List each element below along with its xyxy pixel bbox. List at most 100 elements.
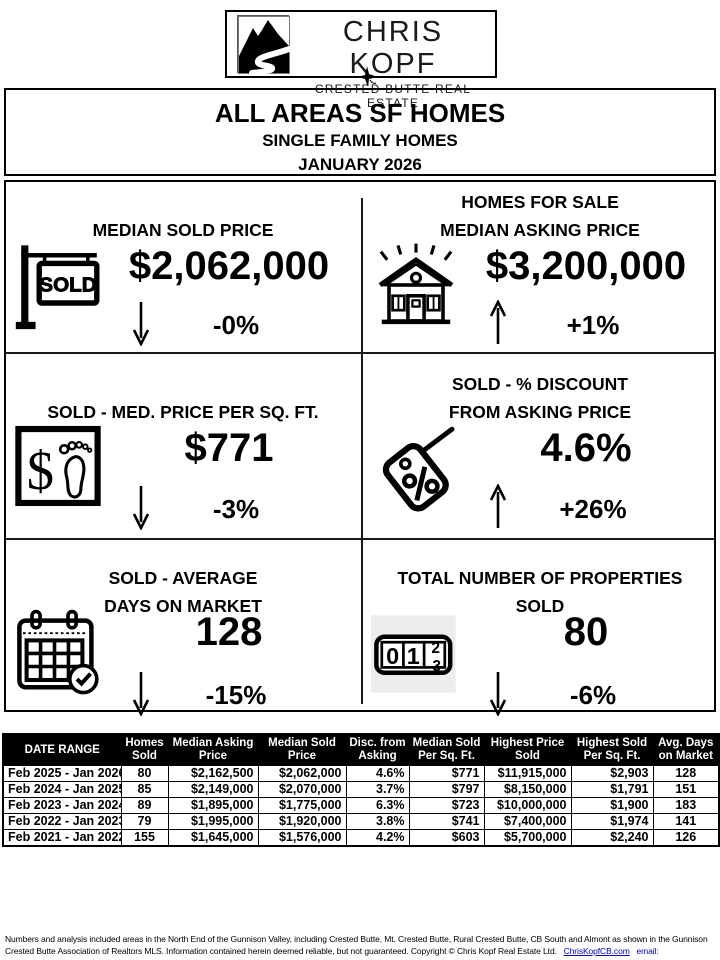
website-link[interactable]: ChrisKopfCB.com [563,946,630,956]
report-month: JANUARY 2026 [298,155,422,174]
svg-text:3: 3 [432,658,441,675]
page-subtitle: SINGLE FAMILY HOMES [262,131,458,150]
stat-title: MEDIAN ASKING PRICE [440,220,640,240]
table-cell: $2,070,000 [257,781,347,798]
sold-sign-icon: SOLD [14,236,104,334]
table-body: Feb 2025 - Jan 2026 80 $2,162,500 $2,062,00… [2,765,720,847]
stat-change: -15% [205,680,267,710]
table-row: Feb 2024 - Jan 2025 85 $2,149,000 $2,070,00… [2,781,720,798]
table-cell: 4.2% [345,829,410,847]
price-tag-percent-icon [371,418,461,516]
logo: CHRIS KOPF CRESTED BUTTE REAL ESTATE [225,10,497,110]
stat-title: HOMES FOR SALE [461,192,619,212]
column-header: Homes Sold [120,733,169,766]
table-cell: 80 [120,765,169,782]
table-cell: $723 [408,797,485,814]
mountain-road-logo-icon [237,15,290,74]
table-cell: $2,149,000 [167,781,259,798]
stat-title: SOLD [515,596,565,616]
table-cell: 4.6% [345,765,410,782]
column-header: DATE RANGE [2,733,122,766]
table-cell: $2,162,500 [167,765,259,782]
table-header-row: DATE RANGE Homes Sold Median Asking Price Med… [2,733,720,766]
table-cell: Feb 2025 - Jan 2026 [2,765,122,782]
table-cell: Feb 2021 - Jan 2022 [2,829,122,847]
table-cell: 3.7% [345,781,410,798]
stat-value: $2,062,000 [128,244,330,288]
table-cell: 126 [652,829,720,847]
footer-disclaimer: Numbers and analysis included areas in t… [5,933,717,960]
stat-title: SOLD - MED. PRICE PER SQ. FT. [47,402,319,422]
table-cell: $1,775,000 [257,797,347,814]
table-cell: 89 [120,797,169,814]
column-header: Disc. from Asking [345,733,410,766]
logo-name: CHRIS KOPF [342,16,444,80]
table-cell: $1,791 [570,781,654,798]
table-cell: Feb 2022 - Jan 2023 [2,813,122,830]
stat-change: -0% [212,310,260,340]
svg-text:2: 2 [432,640,441,657]
compass-star-icon [352,66,386,88]
table-cell: 151 [652,781,720,798]
table-cell: $2,903 [570,765,654,782]
table-cell: $1,645,000 [167,829,259,847]
column-header: Avg. Days on Market [652,733,720,766]
horizontal-divider [6,538,714,540]
page-title: ALL AREAS SF HOMES [214,98,506,128]
stat-value: $3,200,000 [485,244,687,288]
column-header: Highest Price Sold [483,733,572,766]
stat-title: SOLD - % DISCOUNT [452,374,628,394]
table-cell: $5,700,000 [483,829,572,847]
email-label: email: [636,946,659,956]
table-row: Feb 2021 - Jan 2022 155 $1,645,000 $1,576,0… [2,829,720,847]
stat-panel-total-sold: TOTAL NUMBER OF PROPERTIES SOLD 0 1 2 3 … [363,540,717,717]
table-cell: 155 [120,829,169,847]
report-title-block: ALL AREAS SF HOMES SINGLE FAMILY HOMES J… [4,88,716,176]
column-header: Median Sold Per Sq. Ft. [408,733,485,766]
table-cell: $7,400,000 [483,813,572,830]
disclaimer-text: Numbers and analysis included areas in t… [5,934,708,956]
table-cell: 183 [652,797,720,814]
table-cell: $1,995,000 [167,813,259,830]
stat-change: -6% [569,680,617,710]
table-cell: 128 [652,765,720,782]
table-cell: $1,576,000 [257,829,347,847]
stat-value: 4.6% [540,426,632,470]
vertical-divider [361,198,363,704]
table-cell: $1,974 [570,813,654,830]
stat-panel-price-per-sqft: SOLD - MED. PRICE PER SQ. FT. $ $771 [6,354,360,538]
stat-title: DAYS ON MARKET [104,596,262,616]
stat-value: 80 [563,610,609,654]
stat-value: 128 [195,610,263,654]
counter-icon: 0 1 2 3 [371,604,461,702]
column-header: Highest Sold Per Sq. Ft. [570,733,654,766]
table-cell: $10,000,000 [483,797,572,814]
table-cell: Feb 2023 - Jan 2024 [2,797,122,814]
table-cell: $11,915,000 [483,765,572,782]
table-cell: $771 [408,765,485,782]
svg-text:SOLD: SOLD [39,273,97,296]
email-link[interactable]: Chris.Kopf@CBMP.com [5,958,93,960]
trend-down-arrow-icon [128,484,154,531]
table-cell: 6.3% [345,797,410,814]
stat-panel-median-sold-price: MEDIAN SOLD PRICE SOLD $2,062,000 -0% [6,182,360,352]
svg-text:0: 0 [386,643,399,669]
table-cell: $1,920,000 [257,813,347,830]
horizontal-divider [6,352,714,354]
table-cell: 141 [652,813,720,830]
stat-change: -3% [212,494,260,524]
dollar-footprint-icon: $ [14,418,104,516]
table-cell: $8,150,000 [483,781,572,798]
table-cell: 3.8% [345,813,410,830]
trend-down-arrow-icon [485,670,511,717]
svg-text:1: 1 [407,643,420,669]
column-header: Median Sold Price [257,733,347,766]
stat-panel-days-on-market: SOLD - AVERAGE DAYS ON MARKET [6,540,360,717]
calendar-check-icon [14,604,104,702]
stat-title: TOTAL NUMBER OF PROPERTIES [397,568,683,588]
stat-value: $771 [184,426,274,470]
table-cell: 79 [120,813,169,830]
stat-title: SOLD - AVERAGE [108,568,258,588]
trend-up-arrow-icon [485,299,511,346]
